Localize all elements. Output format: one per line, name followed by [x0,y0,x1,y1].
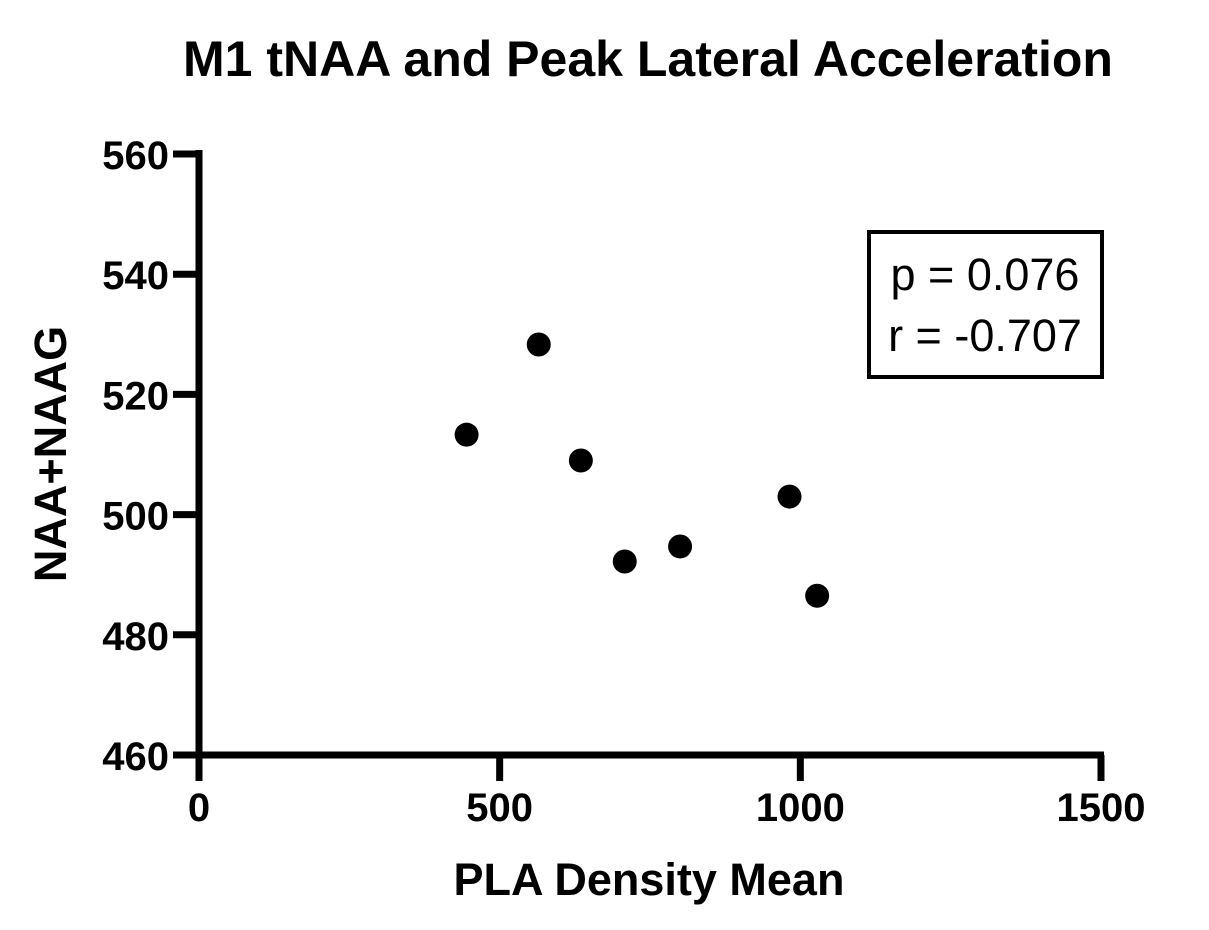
stats-p-value: p = 0.076 [891,249,1080,300]
data-point [454,422,479,447]
data-point [668,534,693,559]
y-tick-label: 480 [102,615,169,659]
y-tick-label: 520 [102,374,169,418]
y-tick-label: 560 [102,134,169,178]
stats-r-value: r = -0.707 [888,310,1082,361]
data-point [568,448,593,473]
y-tick-label: 500 [102,495,169,539]
x-axis: 0 500 1000 1500 [188,751,1146,830]
chart-title: M1 tNAA and Peak Lateral Acceleration [183,31,1113,87]
y-axis: 460 480 500 520 540 560 [102,134,203,779]
data-point [612,549,637,574]
y-axis-label: NAA+NAAG [25,326,76,582]
y-tick-label: 540 [102,254,169,298]
stats-annotation: p = 0.076 r = -0.707 [867,230,1104,379]
x-tick-label: 500 [466,786,533,830]
x-tick-label: 1000 [756,786,845,830]
x-tick-label: 0 [188,786,210,830]
data-point [777,484,802,509]
x-axis-label: PLA Density Mean [454,854,845,905]
stats-annotation-box [867,230,1104,379]
data-point [526,332,551,357]
y-tick-label: 460 [102,735,169,779]
data-points [454,332,830,608]
data-point [805,583,830,608]
x-tick-label: 1500 [1057,786,1146,830]
